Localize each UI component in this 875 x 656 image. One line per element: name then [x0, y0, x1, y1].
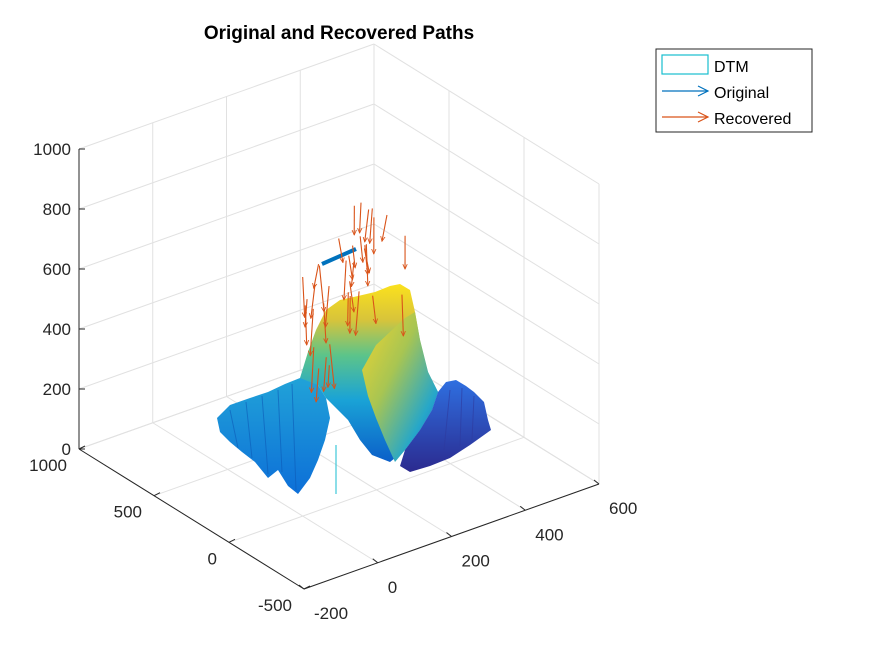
recovered-arrow — [338, 238, 343, 263]
recovered-arrow — [348, 292, 349, 326]
z-tick-label: 400 — [43, 320, 71, 339]
recovered-arrow — [363, 248, 369, 273]
x-tick-label: -200 — [314, 604, 348, 623]
recovered-arrow — [348, 255, 353, 280]
grid-line — [373, 103, 600, 245]
recovered-arrow — [372, 295, 376, 324]
legend-swatch-recovered — [662, 111, 710, 123]
grid-line — [152, 422, 379, 564]
x-tick — [593, 479, 600, 485]
y-tick — [78, 445, 86, 450]
x-tick — [298, 584, 305, 590]
dtm-surface — [217, 284, 491, 494]
recovered-arrow — [328, 365, 329, 387]
recovered-arrow — [314, 264, 320, 288]
x-tick-label: 0 — [388, 578, 397, 597]
y-tick — [228, 538, 236, 543]
y-tick-label: -500 — [258, 596, 292, 615]
legend-label-original: Original — [714, 85, 769, 102]
recovered-arrow — [311, 284, 316, 319]
z-tick-label: 600 — [43, 260, 71, 279]
dtm-slope — [362, 312, 438, 462]
recovered-arrow — [360, 202, 361, 233]
y-axis-line — [78, 448, 305, 590]
z-tick-label: 200 — [43, 380, 71, 399]
y-tick — [153, 492, 161, 497]
legend-label-recovered: Recovered — [714, 111, 791, 128]
recovered-arrow — [366, 244, 368, 286]
grid-line — [373, 163, 600, 305]
x-tick-label: 400 — [535, 525, 563, 544]
original-series — [321, 247, 357, 266]
axes-lines — [78, 148, 600, 590]
y-tick — [303, 585, 311, 590]
chart-title: Original and Recovered Paths — [204, 23, 474, 44]
recovered-arrow — [325, 285, 330, 327]
dtm-right-plateau — [400, 380, 491, 472]
legend-swatch-original — [662, 85, 710, 97]
recovered-arrow — [329, 344, 335, 388]
recovered-arrow — [402, 294, 403, 336]
recovered-arrow — [356, 291, 360, 335]
recovered-arrow — [324, 357, 327, 391]
x-tick — [519, 505, 526, 511]
z-tick-label: 800 — [43, 200, 71, 219]
z-tick-label: 1000 — [33, 140, 71, 159]
legend-swatch-dtm — [661, 54, 709, 75]
recovered-series — [303, 202, 405, 402]
recovered-arrow — [352, 245, 356, 268]
recovered-arrow — [365, 209, 370, 241]
y-tick-label: 500 — [114, 503, 142, 522]
recovered-arrow — [305, 299, 307, 327]
grid-line — [228, 436, 525, 543]
grid-line — [373, 223, 600, 365]
x-tick-label: 600 — [609, 499, 637, 518]
y-tick-label: 1000 — [29, 456, 67, 475]
y-tick-label: 0 — [208, 549, 217, 568]
recovered-arrow — [316, 368, 320, 402]
tick-labels: 0 200 400 600 800 1000 -500 0 500 1000 -200 0 200 400… — [29, 140, 637, 623]
recovered-arrow — [349, 281, 354, 312]
x-tick — [372, 558, 379, 564]
recovered-arrow — [370, 208, 373, 243]
recovered-arrow — [311, 347, 315, 392]
x-tick-label: 200 — [462, 552, 490, 571]
legend: DTM Original Recovered — [655, 48, 813, 133]
recovered-arrow — [359, 236, 363, 262]
legend-label-dtm: DTM — [714, 59, 749, 76]
recovered-arrow — [323, 303, 326, 343]
recovered-arrow — [382, 214, 388, 241]
dtm-left-plateau — [217, 372, 330, 494]
grid-line — [373, 43, 600, 185]
recovered-arrow — [344, 260, 346, 300]
recovered-arrow — [303, 276, 305, 317]
z-tick-label: 0 — [62, 440, 71, 459]
x-tick — [446, 532, 452, 537]
